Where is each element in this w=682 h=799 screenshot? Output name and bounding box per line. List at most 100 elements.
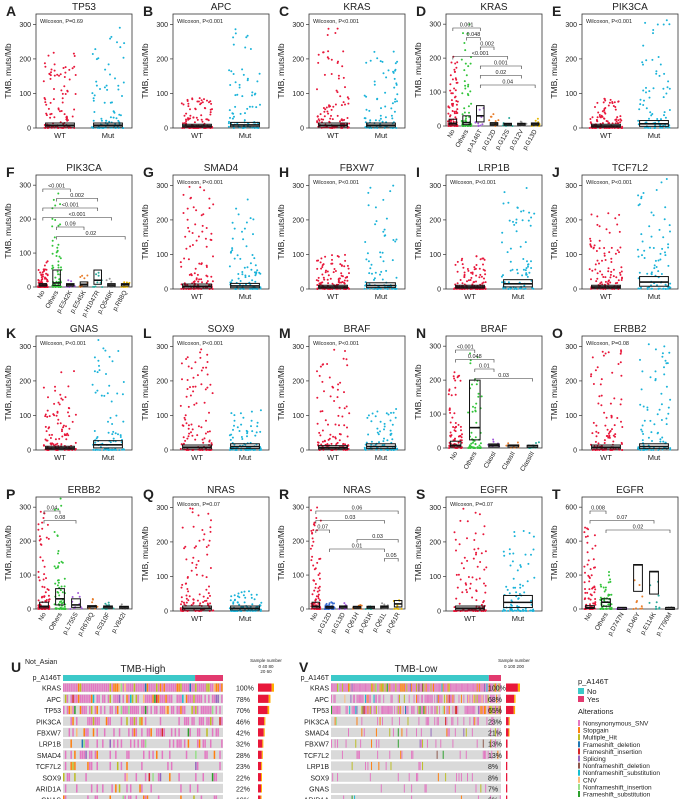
data-point xyxy=(648,90,651,93)
data-point xyxy=(316,396,319,399)
data-point xyxy=(513,609,516,612)
data-point xyxy=(586,563,589,566)
data-point xyxy=(381,602,384,605)
y-tick-label: 0 xyxy=(300,287,304,294)
data-point xyxy=(96,127,99,129)
data-point xyxy=(51,267,54,270)
data-point xyxy=(189,507,192,510)
comparison-bracket xyxy=(589,510,607,514)
alteration-cell xyxy=(350,683,352,692)
data-point xyxy=(99,449,101,451)
data-point xyxy=(246,77,249,80)
data-point xyxy=(369,59,372,62)
data-point xyxy=(595,250,598,252)
data-point xyxy=(649,111,652,114)
data-point xyxy=(334,423,337,426)
data-point xyxy=(461,257,464,260)
data-point xyxy=(597,442,600,445)
alteration-cell xyxy=(354,694,356,703)
data-point xyxy=(619,361,622,364)
alteration-cell xyxy=(131,705,134,715)
alteration-cell xyxy=(126,761,128,771)
alteration-cell xyxy=(92,728,95,737)
alteration-cell xyxy=(206,705,208,715)
data-point xyxy=(494,120,497,123)
data-point xyxy=(237,277,240,280)
data-point xyxy=(232,73,235,75)
data-point xyxy=(382,230,385,233)
data-point xyxy=(243,266,246,269)
alteration-cell xyxy=(211,717,214,726)
gene-label: KRAS xyxy=(42,686,61,693)
alteration-cell xyxy=(90,761,93,771)
y-tick-label: 300 xyxy=(429,22,441,29)
data-point xyxy=(651,58,654,61)
alteration-cell xyxy=(70,694,72,703)
data-point xyxy=(368,109,371,112)
data-point xyxy=(365,95,368,98)
data-point xyxy=(111,433,114,436)
data-point xyxy=(179,404,182,407)
alteration-cell xyxy=(103,694,106,703)
data-point xyxy=(314,586,317,589)
data-point xyxy=(593,591,596,594)
panel-title: APC xyxy=(211,2,232,13)
data-point xyxy=(613,424,616,427)
comparison-bracket xyxy=(479,46,495,50)
alteration-cell xyxy=(187,694,190,703)
data-point xyxy=(662,87,665,90)
data-point xyxy=(208,585,210,588)
x-tick-label: No xyxy=(584,611,594,622)
data-point xyxy=(192,598,195,601)
data-point xyxy=(57,273,60,276)
data-point xyxy=(311,532,314,535)
alteration-cell xyxy=(141,717,143,726)
data-point xyxy=(316,88,318,91)
data-point xyxy=(513,288,516,290)
alteration-cell xyxy=(76,717,78,726)
alteration-cell xyxy=(189,683,191,692)
x-tick-label: Mut xyxy=(375,131,388,140)
x-tick-label: Mut xyxy=(102,453,115,462)
alteration-cell xyxy=(413,683,415,692)
data-point xyxy=(590,574,593,577)
data-point xyxy=(54,204,57,207)
data-point xyxy=(363,287,366,290)
y-axis-label: TMB, muts/Mb xyxy=(549,525,559,581)
frequency-bar xyxy=(258,739,263,748)
frequency-bar xyxy=(258,773,261,782)
alteration-cell xyxy=(83,750,85,759)
panel-letter: N xyxy=(416,325,426,341)
data-point xyxy=(395,607,398,610)
alteration-cell xyxy=(92,694,95,703)
data-point xyxy=(57,224,60,227)
data-point xyxy=(610,261,613,263)
data-point xyxy=(509,608,512,611)
data-point xyxy=(396,60,399,63)
data-point xyxy=(456,61,459,64)
alteration-cell xyxy=(403,694,405,703)
alteration-cell xyxy=(429,683,431,692)
data-point xyxy=(201,281,203,284)
comparison-bracket xyxy=(42,207,99,211)
data-point xyxy=(321,410,324,413)
data-point xyxy=(597,402,600,405)
data-point xyxy=(604,280,607,283)
data-point xyxy=(466,520,469,523)
alteration-cell xyxy=(156,728,158,737)
data-point xyxy=(233,227,236,230)
data-point xyxy=(120,603,123,606)
data-point xyxy=(187,435,190,438)
data-point xyxy=(453,606,456,609)
data-point xyxy=(661,247,664,250)
data-point xyxy=(667,80,670,83)
data-point xyxy=(594,601,597,604)
data-point xyxy=(60,110,63,112)
panel-title: KRAS xyxy=(343,2,371,13)
y-tick-label: 200 xyxy=(156,56,168,63)
data-point xyxy=(198,97,201,100)
panel-title: NRAS xyxy=(207,485,235,496)
data-point xyxy=(455,78,458,81)
data-point xyxy=(466,537,468,540)
data-point xyxy=(501,281,504,284)
